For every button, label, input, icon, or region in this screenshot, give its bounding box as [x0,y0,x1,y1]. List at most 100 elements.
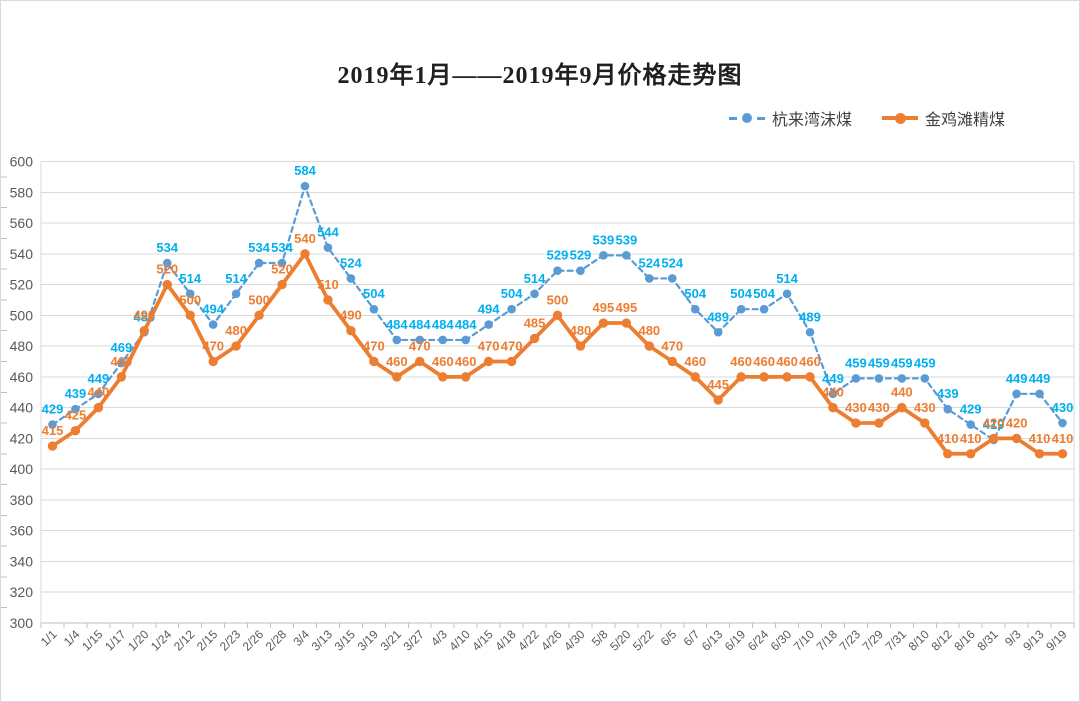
x-axis-label: 3/21 [378,627,405,654]
legend-item-hanglaiwan: 杭来湾沫煤 [729,106,852,130]
data-point [713,395,723,405]
data-point [1011,433,1022,444]
data-point [254,258,264,268]
data-label: 459 [914,355,936,370]
data-point [759,304,769,314]
data-label: 534 [271,240,293,255]
data-label: 439 [65,386,87,401]
data-label: 539 [616,232,638,247]
data-point [185,289,195,299]
y-axis-label: 600 [10,154,34,170]
data-point [323,243,333,252]
data-point [392,372,402,382]
data-point [506,356,517,367]
x-axis-label: 7/23 [837,627,864,654]
data-label: 504 [753,286,775,301]
data-label: 410 [1052,431,1074,446]
data-label: 514 [776,271,798,286]
x-axis-label: 1/15 [79,627,106,654]
data-label: 420 [1006,415,1028,430]
data-label: 470 [409,338,431,353]
data-label: 514 [524,271,546,286]
y-axis-label: 520 [10,277,34,293]
data-point [966,420,975,429]
x-axis-label: 9/13 [1020,627,1047,654]
x-axis-label: 9/19 [1043,627,1070,654]
data-point [1035,389,1044,399]
x-axis-label: 5/22 [630,627,657,654]
data-point [690,304,700,314]
data-label: 429 [42,402,64,417]
data-label: 484 [409,317,431,332]
data-point [48,420,57,429]
data-label: 460 [776,354,798,369]
data-point [805,372,815,382]
legend-solid-line-marker-icon [882,112,919,124]
data-point [851,374,861,383]
data-label: 470 [202,338,224,353]
data-label: 460 [799,354,821,369]
data-label: 440 [822,385,844,400]
x-axis-label: 8/10 [905,627,932,654]
data-point [254,310,264,321]
data-point [690,372,700,382]
data-label: 504 [363,286,385,301]
data-point [599,251,608,260]
data-label: 485 [524,315,546,330]
data-point [483,356,494,367]
data-label: 480 [225,323,247,338]
data-label: 459 [845,355,867,370]
data-point [897,374,907,383]
x-axis-label: 4/30 [561,627,588,654]
x-ticks [40,623,1075,628]
data-label: 440 [891,385,913,400]
data-point [369,304,379,314]
legend-dashed-line-marker-icon [729,112,765,124]
data-label: 484 [455,317,477,332]
x-axis-label: 4/15 [469,627,496,654]
data-label: 489 [799,309,821,324]
x-axis-label: 7/31 [883,627,910,654]
data-label: 460 [730,354,752,369]
x-axis-label: 2/12 [171,627,198,654]
data-point [323,295,333,305]
x-axis-label: 2/23 [217,627,244,654]
data-point [621,318,632,328]
data-point [576,266,585,276]
x-axis-label: 9/3 [1002,627,1024,649]
data-point [93,402,104,413]
data-label: 449 [822,371,844,386]
x-axis-label: 1/24 [148,627,175,654]
data-label: 544 [317,225,339,240]
y-axis-label: 380 [10,492,34,508]
data-point [828,402,838,413]
x-axis-label: 1/4 [61,627,83,649]
data-label: 449 [1006,371,1028,386]
data-point [622,251,631,260]
data-point [1058,418,1067,428]
y-axis-label: 420 [10,430,34,446]
x-axis-label: 7/10 [791,627,818,654]
data-label: 420 [983,415,1005,430]
data-label: 430 [868,400,890,415]
data-label: 415 [42,423,64,438]
data-point [277,279,287,290]
y-axis-label: 360 [10,523,34,539]
data-point [117,358,126,368]
data-point [943,404,953,414]
x-axis-label: 6/24 [745,627,772,654]
data-point [553,266,562,276]
x-axis-label: 4/26 [538,627,565,654]
data-point [507,304,516,314]
data-label: 470 [478,338,500,353]
data-label: 460 [455,354,477,369]
data-point [277,258,287,268]
data-label: 460 [753,354,775,369]
data-point [1034,449,1045,459]
data-label: 460 [432,354,454,369]
x-axis-label: 3/4 [290,627,312,649]
y-axis-label: 460 [10,369,34,385]
data-point [828,389,838,399]
legend: 杭来湾沫煤 金鸡滩精煤 [729,106,1005,130]
